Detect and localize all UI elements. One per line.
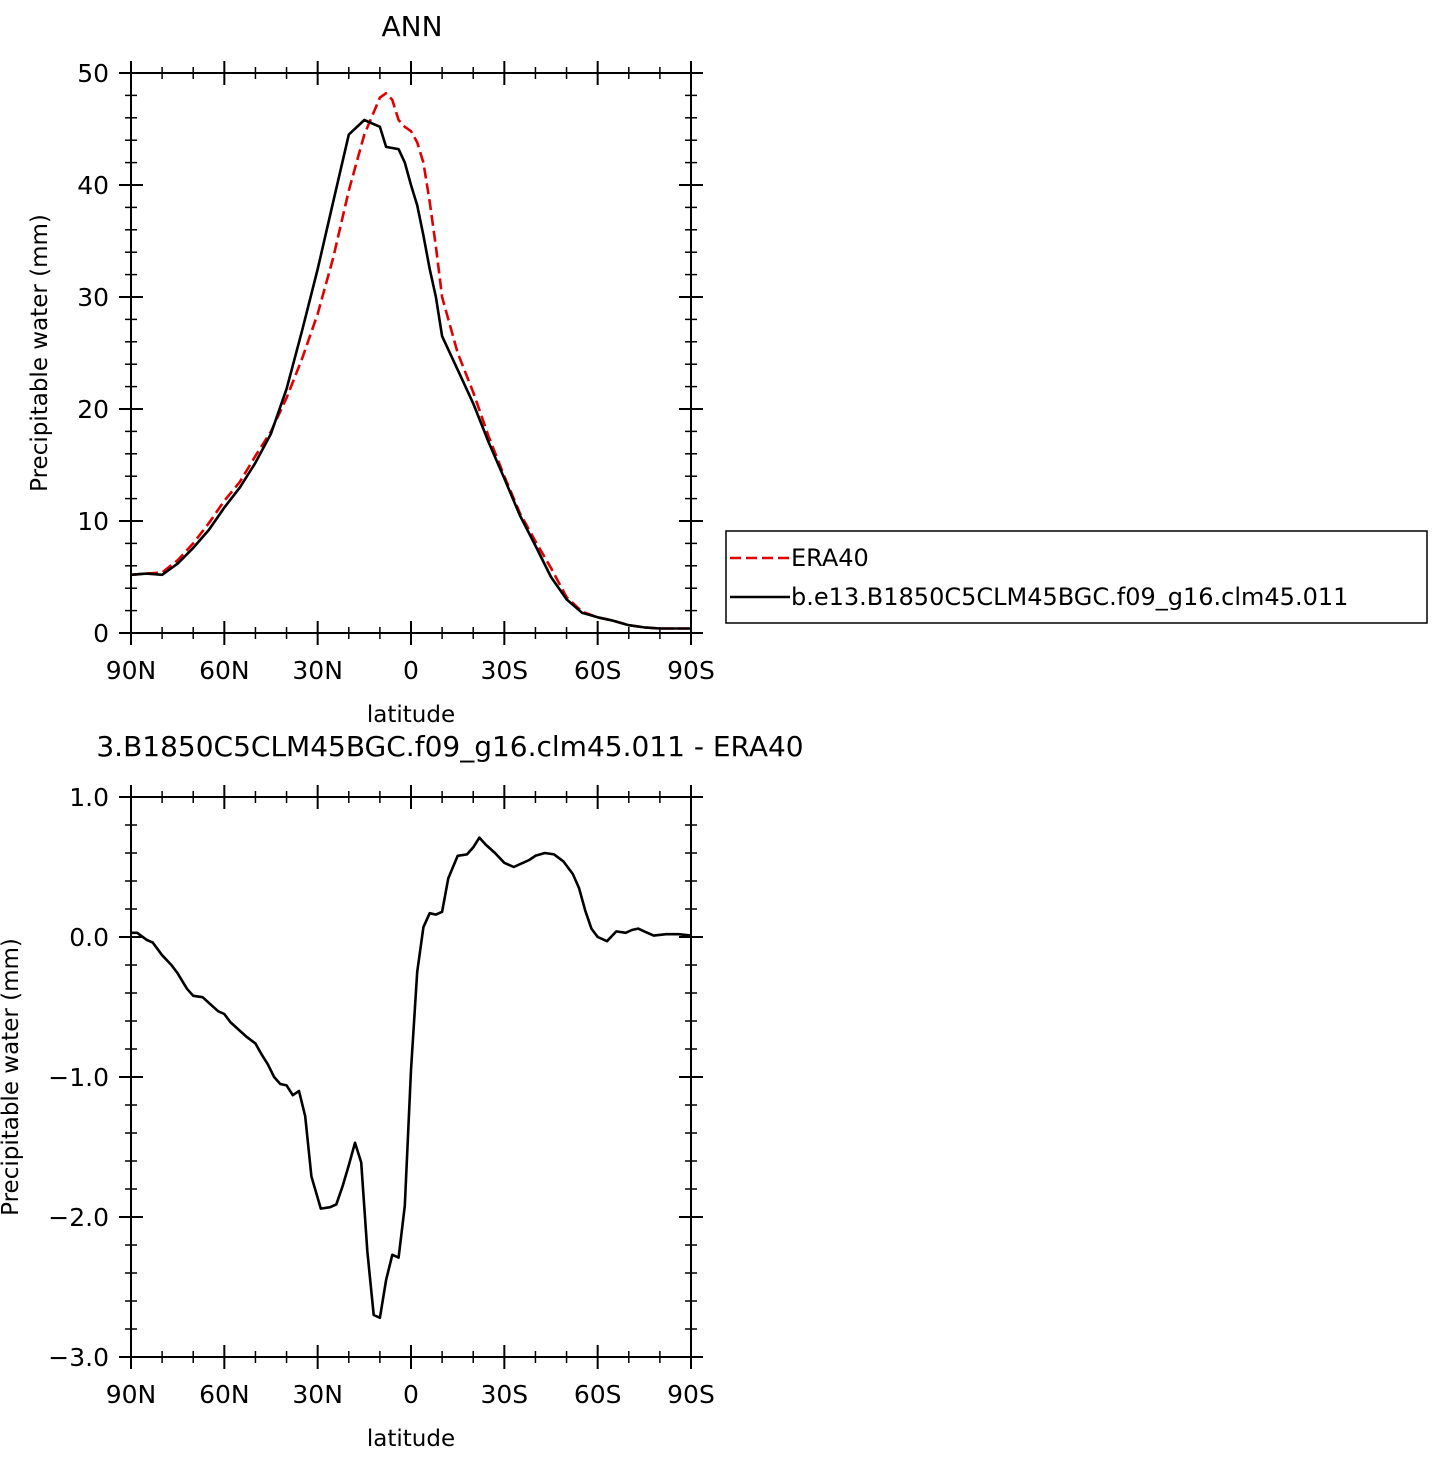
x-tick-label: 30S (480, 656, 528, 685)
x-tick-label: 90S (667, 1380, 715, 1409)
top-plot-frame (130, 72, 692, 634)
x-tick-label: 30N (292, 1380, 343, 1409)
y-tick-label: 40 (77, 171, 109, 200)
legend: ERA40 b.e13.B1850C5CLM45BGC.f09_g16.clm4… (725, 530, 1428, 624)
bottom-x-axis-label: latitude (367, 1426, 455, 1452)
y-tick-label: −3.0 (48, 1343, 109, 1372)
y-tick-label: −2.0 (48, 1203, 109, 1232)
x-tick-label: 90N (106, 1380, 157, 1409)
x-tick-label: 30S (480, 1380, 528, 1409)
legend-entry-era40: ERA40 (791, 544, 869, 572)
series-line-difference (131, 836, 692, 1320)
x-tick-label: 60S (574, 1380, 622, 1409)
y-tick-label: −1.0 (48, 1063, 109, 1092)
x-tick-label: 90S (667, 656, 715, 685)
bottom-y-axis-label: Precipitable water (mm) (0, 938, 24, 1216)
x-tick-label: 30N (292, 656, 343, 685)
x-tick-label: 60N (199, 1380, 250, 1409)
x-tick-label: 60N (199, 656, 250, 685)
legend-entry-model: b.e13.B1850C5CLM45BGC.f09_g16.clm45.011 (791, 583, 1348, 611)
x-tick-label: 0 (403, 656, 419, 685)
bottom-chart-title: 3.B1850C5CLM45BGC.f09_g16.clm45.011 - ER… (96, 730, 803, 763)
legend-box (725, 530, 1428, 624)
series-line-b-e13-b1850c5clm45bgc-f09-g16-clm45-011 (130, 118, 691, 630)
y-tick-label: 1.0 (69, 783, 109, 812)
x-tick-label: 60S (574, 656, 622, 685)
y-tick-label: 0.0 (69, 923, 109, 952)
y-tick-label: 20 (77, 395, 109, 424)
x-tick-label: 0 (403, 1380, 419, 1409)
x-tick-label: 90N (106, 656, 157, 685)
top-y-axis-label: Precipitable water (mm) (27, 214, 53, 492)
y-tick-label: 50 (77, 59, 109, 88)
series-line-era40 (130, 91, 691, 630)
bottom-panel: 3.B1850C5CLM45BGC.f09_g16.clm45.011 - ER… (0, 730, 804, 1452)
top-chart-title: ANN (381, 10, 442, 43)
top-panel: ANN 90N 60N 30N 0 30S 60S 90S 0 10 20 30 40 50 latit… (27, 10, 715, 728)
y-tick-label: 10 (77, 507, 109, 536)
y-tick-label: 30 (77, 283, 109, 312)
top-x-axis-label: latitude (367, 702, 455, 728)
y-tick-label: 0 (93, 619, 109, 648)
